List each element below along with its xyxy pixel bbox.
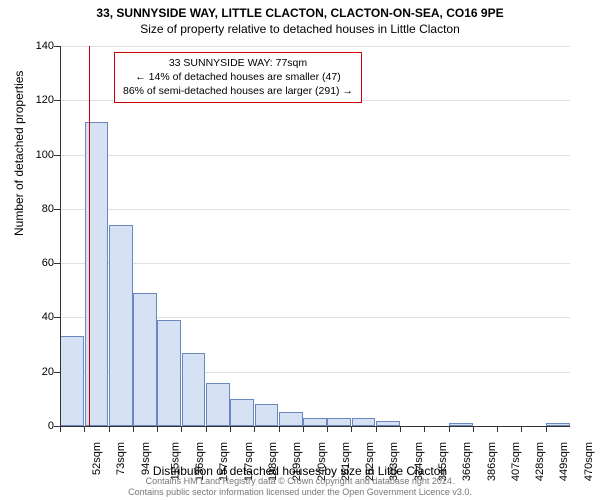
plot-area: 02040608010012014052sqm73sqm94sqm115sqm1… xyxy=(60,46,570,426)
annotation-line1: 33 SUNNYSIDE WAY: 77sqm xyxy=(123,56,353,70)
histogram-bar xyxy=(133,293,157,426)
chart-footer: Contains HM Land Registry data © Crown c… xyxy=(0,476,600,499)
title-address: 33, SUNNYSIDE WAY, LITTLE CLACTON, CLACT… xyxy=(0,6,600,20)
annotation-box: 33 SUNNYSIDE WAY: 77sqm← 14% of detached… xyxy=(114,52,362,103)
marker-line xyxy=(89,46,90,426)
histogram-bar xyxy=(279,412,303,426)
histogram-bar xyxy=(255,404,279,426)
footer-line1: Contains HM Land Registry data © Crown c… xyxy=(0,476,600,487)
histogram-bar xyxy=(60,336,84,426)
histogram-bar xyxy=(206,383,230,426)
annotation-line3: 86% of semi-detached houses are larger (… xyxy=(123,84,353,98)
x-axis-line xyxy=(60,426,570,427)
histogram-bar xyxy=(109,225,133,426)
y-tick-label: 40 xyxy=(14,311,54,323)
histogram-bar xyxy=(157,320,181,426)
histogram-bar xyxy=(352,418,376,426)
chart-plot-area: 02040608010012014052sqm73sqm94sqm115sqm1… xyxy=(60,46,570,426)
y-tick-label: 140 xyxy=(14,40,54,52)
y-axis-line xyxy=(60,46,61,426)
grid-line xyxy=(60,46,570,47)
y-tick-label: 120 xyxy=(14,94,54,106)
histogram-bar xyxy=(230,399,254,426)
histogram-bar xyxy=(327,418,351,426)
y-tick-label: 0 xyxy=(14,420,54,432)
y-tick-label: 20 xyxy=(14,366,54,378)
annotation-line2: ← 14% of detached houses are smaller (47… xyxy=(123,70,353,84)
footer-line2: Contains public sector information licen… xyxy=(0,487,600,498)
histogram-bar xyxy=(303,418,327,426)
grid-line xyxy=(60,209,570,210)
grid-line xyxy=(60,263,570,264)
y-tick-label: 100 xyxy=(14,149,54,161)
y-tick-label: 80 xyxy=(14,203,54,215)
chart-title-block: 33, SUNNYSIDE WAY, LITTLE CLACTON, CLACT… xyxy=(0,0,600,36)
histogram-bar xyxy=(182,353,206,426)
y-tick-label: 60 xyxy=(14,257,54,269)
title-subtitle: Size of property relative to detached ho… xyxy=(0,22,600,36)
grid-line xyxy=(60,155,570,156)
